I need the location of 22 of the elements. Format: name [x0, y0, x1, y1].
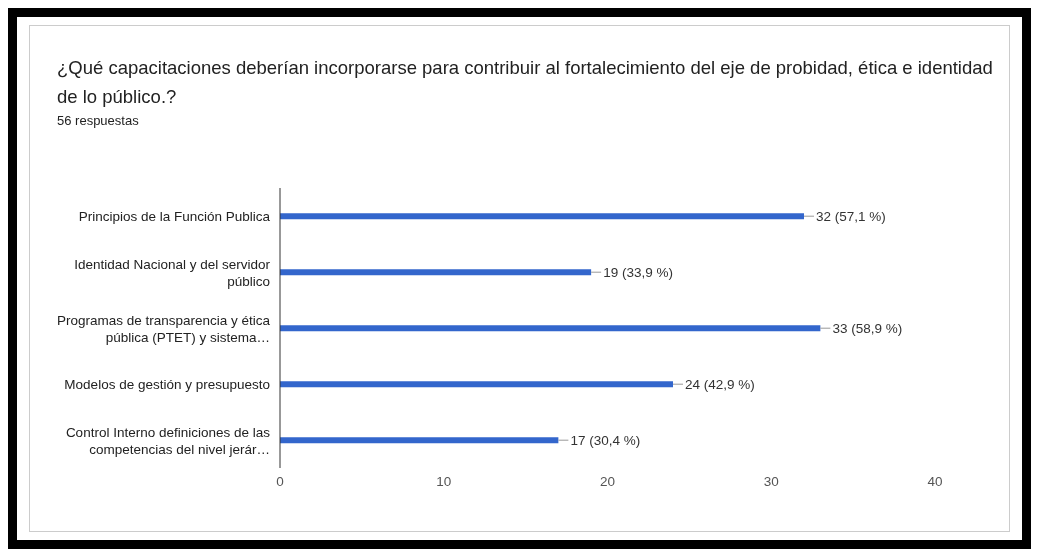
- y-tick-label: Modelos de gestión y presupuesto: [64, 376, 270, 392]
- x-tick-label: 30: [763, 473, 779, 489]
- x-tick-label: 0: [276, 473, 284, 489]
- chart-title: ¿Qué capacitaciones deberían incorporarse para contribuir al fortalecimiento del eje de probidad, ética e identidad de lo público.?: [57, 56, 994, 109]
- bar: [280, 213, 804, 220]
- data-label: 33 (58,9 %): [832, 320, 903, 336]
- x-tick-label: 40: [927, 473, 943, 489]
- text: 56 respuestas: [57, 113, 139, 128]
- y-tick-label: Control Interno definiciones de las competencias del nivel jerár…: [65, 424, 271, 456]
- y-tick-label: Programas de transparencia y ética pública (PTET) y sistema…: [56, 312, 271, 344]
- x-tick-label: 20: [599, 473, 616, 489]
- data-label: 32 (57,1 %): [816, 208, 886, 224]
- bar: [280, 325, 821, 332]
- data-label: 24 (42,9 %): [685, 376, 755, 392]
- x-tick-label: 10: [436, 473, 452, 489]
- y-tick-label: Identidad Nacional y del servidor público: [74, 256, 271, 288]
- bar: [280, 381, 673, 388]
- bar: [280, 437, 559, 444]
- data-label: 19 (33,9 %): [603, 264, 673, 280]
- bar: [280, 269, 592, 276]
- data-label: 17 (30,4 %): [570, 432, 641, 448]
- y-tick-label: Principios de la Función Publica: [78, 208, 271, 224]
